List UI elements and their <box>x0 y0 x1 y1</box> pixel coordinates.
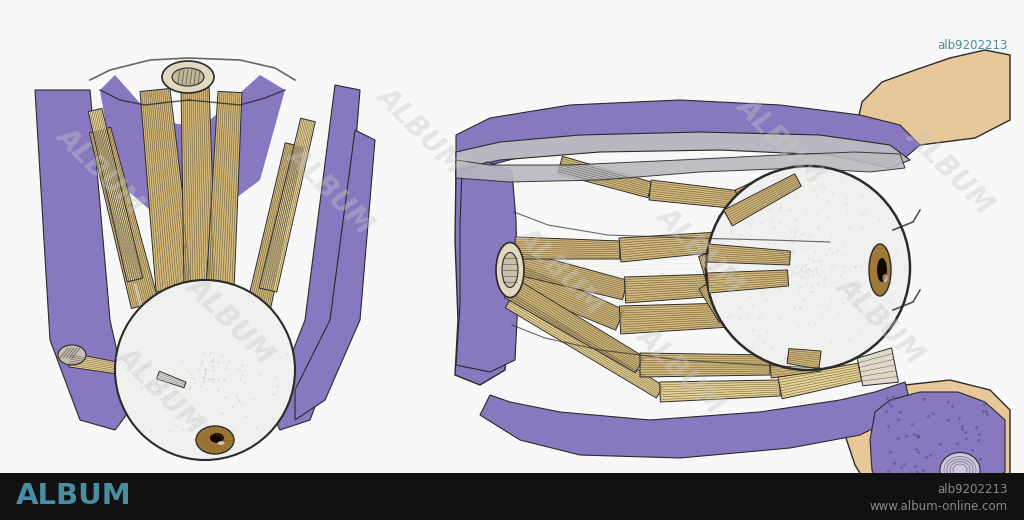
Polygon shape <box>640 353 770 377</box>
Polygon shape <box>708 270 788 293</box>
Polygon shape <box>857 348 898 386</box>
Polygon shape <box>510 263 625 330</box>
Polygon shape <box>649 180 741 209</box>
Polygon shape <box>505 279 644 373</box>
Polygon shape <box>35 90 130 430</box>
Text: ALBUM: ALBUM <box>16 483 132 511</box>
Polygon shape <box>295 130 375 420</box>
Text: ALBUM: ALBUM <box>731 91 828 189</box>
Polygon shape <box>456 100 920 190</box>
Polygon shape <box>870 392 1005 493</box>
Text: ALBUM: ALBUM <box>371 81 469 179</box>
Ellipse shape <box>196 426 234 454</box>
Polygon shape <box>778 363 862 399</box>
Ellipse shape <box>869 244 891 296</box>
Polygon shape <box>100 75 285 215</box>
Polygon shape <box>620 303 730 334</box>
Polygon shape <box>247 143 305 313</box>
Polygon shape <box>512 250 628 300</box>
Text: ALBUM: ALBUM <box>281 141 379 239</box>
Polygon shape <box>455 162 510 385</box>
Polygon shape <box>89 127 159 308</box>
Polygon shape <box>140 88 194 292</box>
Ellipse shape <box>210 433 224 443</box>
Polygon shape <box>558 157 652 198</box>
Polygon shape <box>620 232 721 262</box>
Polygon shape <box>515 237 621 259</box>
Text: alb9202213: alb9202213 <box>938 39 1008 52</box>
Polygon shape <box>787 348 821 369</box>
Polygon shape <box>181 85 216 285</box>
Ellipse shape <box>883 274 888 282</box>
Polygon shape <box>625 274 721 303</box>
Polygon shape <box>270 85 360 430</box>
Circle shape <box>706 166 910 370</box>
Polygon shape <box>659 380 780 402</box>
Polygon shape <box>456 162 518 372</box>
Polygon shape <box>724 174 802 226</box>
Ellipse shape <box>162 61 214 93</box>
Polygon shape <box>769 349 821 378</box>
Polygon shape <box>259 118 315 292</box>
Ellipse shape <box>496 242 524 297</box>
Polygon shape <box>157 371 186 388</box>
Ellipse shape <box>940 452 980 488</box>
Ellipse shape <box>58 345 86 365</box>
Polygon shape <box>699 277 740 322</box>
Text: ALBUM: ALBUM <box>631 321 729 419</box>
Polygon shape <box>845 380 1010 495</box>
Polygon shape <box>456 132 910 170</box>
Polygon shape <box>858 50 1010 145</box>
Polygon shape <box>206 92 242 291</box>
Text: ALBUM: ALBUM <box>111 341 209 439</box>
Polygon shape <box>159 381 198 408</box>
Polygon shape <box>456 152 905 182</box>
Text: ALBUM: ALBUM <box>651 201 749 299</box>
Circle shape <box>115 280 295 460</box>
Polygon shape <box>735 172 782 210</box>
Polygon shape <box>195 391 241 410</box>
Ellipse shape <box>877 258 887 282</box>
Polygon shape <box>698 250 731 289</box>
Text: ALBUM: ALBUM <box>51 121 148 219</box>
Text: www.album-online.com: www.album-online.com <box>869 500 1008 513</box>
Polygon shape <box>480 382 910 458</box>
Text: ALBUM: ALBUM <box>511 221 609 319</box>
Polygon shape <box>505 292 664 398</box>
Polygon shape <box>88 108 142 282</box>
Polygon shape <box>710 215 736 245</box>
Polygon shape <box>708 244 791 265</box>
Text: ALBUM: ALBUM <box>901 121 999 219</box>
Bar <box>0 473 1024 520</box>
Text: ALBUM: ALBUM <box>181 271 279 369</box>
Polygon shape <box>69 353 159 380</box>
Ellipse shape <box>217 441 224 445</box>
Text: alb9202213: alb9202213 <box>938 483 1008 496</box>
Ellipse shape <box>172 68 204 86</box>
Ellipse shape <box>502 253 518 288</box>
Polygon shape <box>237 376 273 405</box>
Text: ALBUM: ALBUM <box>831 271 929 369</box>
